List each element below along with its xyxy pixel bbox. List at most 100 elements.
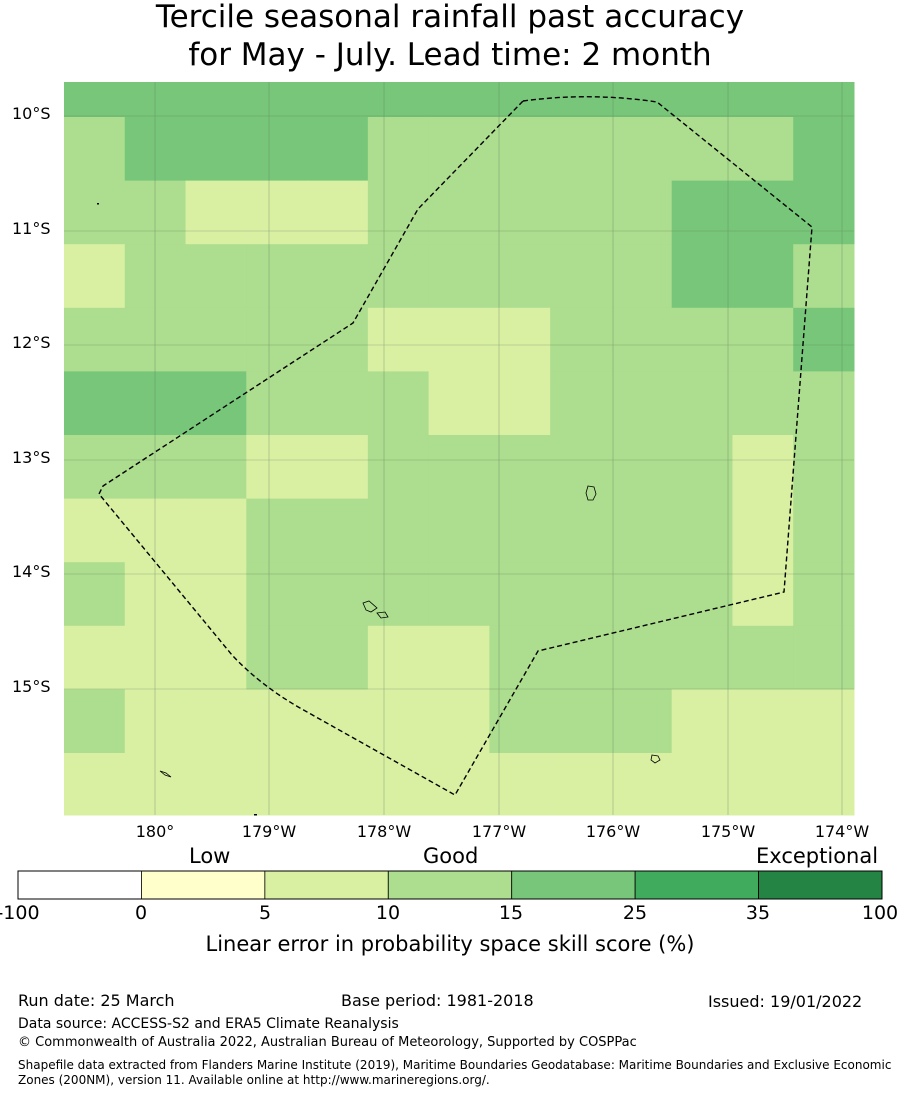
island-shape [159,770,172,778]
skill-cell [428,625,490,690]
colorbar-bin [511,870,636,900]
skill-cell [185,435,247,500]
skill-cell [489,753,551,816]
skill-cell [732,498,794,563]
skill-cell [732,82,794,118]
island-shape [650,754,661,764]
colorbar-bin [141,870,266,900]
skill-cell [793,371,855,436]
skill-cell [124,498,187,563]
skill-cell [671,117,733,182]
skill-cell [124,562,187,627]
skill-cell [671,180,733,245]
skill-cell [428,435,490,500]
skill-cell [185,244,247,309]
map-title-line1: Tercile seasonal rainfall past accuracy [155,0,745,35]
skill-cell [185,117,247,182]
skill-cell [367,117,430,182]
skill-cell [367,562,430,627]
base-period: Base period: 1981-2018 [341,991,534,1010]
skill-cell [64,689,126,754]
lat-label: 13°S [12,448,51,467]
skill-cell [185,498,247,563]
skill-cell [246,562,308,627]
run-date: Run date: 25 March [18,991,175,1010]
skill-cell [428,244,490,309]
skill-cell [428,82,490,118]
skill-grid [64,82,855,816]
island-shape [585,485,597,501]
skill-cell [732,689,794,754]
colorbar-tick: 35 [745,902,771,924]
skill-cell [124,435,187,500]
shapefile-credit: Shapefile data extracted from Flanders M… [18,1058,892,1087]
skill-cell [793,753,855,816]
skill-cell [307,117,369,182]
skill-cell [246,180,308,245]
skill-cell [610,689,673,754]
skill-cell [489,689,551,754]
skill-cell [307,498,369,563]
skill-cell [124,371,187,436]
skill-cell [489,307,551,372]
issued-date: Issued: 19/01/2022 [708,992,863,1011]
island-shape [376,611,389,619]
skill-cell [489,435,551,500]
skill-cell [428,117,490,182]
skill-cell [793,625,855,690]
colorbar-tick: 25 [622,902,648,924]
skill-cell [550,180,612,245]
skill-cell [489,562,551,627]
skill-cell [428,371,490,436]
graticule [64,82,854,815]
skill-cell [489,117,551,182]
colorbar-tick: -100 [0,902,40,924]
skill-cell [732,180,794,245]
skill-cell [793,82,855,118]
skill-cell [610,498,673,563]
skill-cell [64,180,126,245]
skill-cell [367,82,430,118]
skill-cell [732,625,794,690]
skill-cell [246,371,308,436]
skill-cell [671,307,733,372]
skill-cell [307,307,369,372]
skill-cell [246,689,308,754]
lat-label: 14°S [12,562,51,581]
skill-cell [732,562,794,627]
skill-cell [307,562,369,627]
skill-cell [64,117,126,182]
skill-cell [428,753,490,816]
skill-cell [124,82,187,118]
skill-cell [489,180,551,245]
skill-cell [793,117,855,182]
skill-cell [610,625,673,690]
skill-cell [307,753,369,816]
lon-label: 174°W [814,822,870,841]
skill-cell [610,753,673,816]
skill-cell [124,244,187,309]
skill-cell [124,117,187,182]
skill-cell [732,244,794,309]
legend-colorbar [17,870,883,900]
skill-cell [489,244,551,309]
skill-cell [185,625,247,690]
skill-cell [550,371,612,436]
colorbar-tick: 0 [134,902,148,924]
data-source: Data source: ACCESS-S2 and ERA5 Climate … [18,1016,399,1032]
skill-cell [185,82,247,118]
skill-cell [671,562,733,627]
island-shape [362,600,378,613]
skill-cell [64,625,126,690]
skill-cell [428,498,490,563]
legend-category-exceptional: Exceptional [756,844,879,868]
lat-label: 12°S [12,333,51,352]
skill-cell [671,82,733,118]
skill-cell [550,625,612,690]
colorbar-tick: 10 [375,902,401,924]
skill-cell [367,371,430,436]
skill-cell [367,435,430,500]
skill-cell [793,307,855,372]
colorbar-bin [264,870,389,900]
